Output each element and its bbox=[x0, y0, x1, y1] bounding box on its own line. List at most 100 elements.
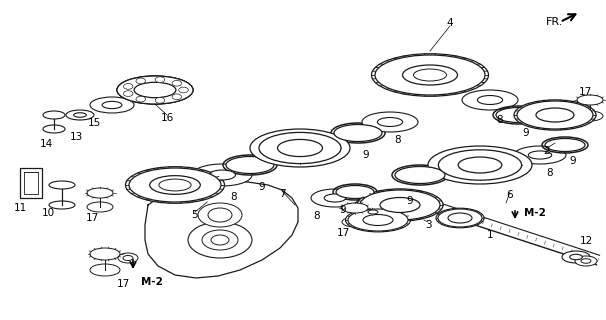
Ellipse shape bbox=[136, 96, 145, 102]
Ellipse shape bbox=[496, 108, 540, 123]
Text: 12: 12 bbox=[579, 236, 593, 246]
Ellipse shape bbox=[43, 125, 65, 133]
Text: 1: 1 bbox=[487, 230, 493, 240]
Ellipse shape bbox=[462, 90, 518, 110]
Ellipse shape bbox=[188, 222, 252, 258]
Ellipse shape bbox=[124, 84, 133, 89]
Ellipse shape bbox=[136, 83, 174, 97]
Ellipse shape bbox=[577, 95, 603, 105]
Ellipse shape bbox=[155, 77, 165, 83]
Ellipse shape bbox=[536, 108, 574, 122]
Ellipse shape bbox=[360, 190, 440, 220]
Ellipse shape bbox=[136, 78, 145, 84]
Ellipse shape bbox=[438, 209, 482, 227]
Ellipse shape bbox=[517, 101, 593, 129]
Ellipse shape bbox=[371, 54, 488, 96]
Ellipse shape bbox=[348, 209, 408, 231]
Ellipse shape bbox=[90, 264, 120, 276]
Text: 6: 6 bbox=[507, 190, 513, 200]
Ellipse shape bbox=[134, 82, 176, 98]
Bar bbox=[20, 168, 42, 198]
Ellipse shape bbox=[375, 55, 485, 95]
Text: 3: 3 bbox=[425, 220, 431, 230]
Text: 17: 17 bbox=[85, 213, 99, 223]
Text: 8: 8 bbox=[497, 115, 504, 125]
Text: 16: 16 bbox=[161, 113, 174, 123]
Ellipse shape bbox=[125, 167, 224, 203]
Ellipse shape bbox=[342, 217, 368, 227]
Ellipse shape bbox=[172, 94, 182, 100]
Ellipse shape bbox=[324, 194, 346, 202]
Ellipse shape bbox=[402, 65, 458, 85]
Bar bbox=[24, 172, 38, 194]
Text: 17: 17 bbox=[116, 279, 130, 289]
Ellipse shape bbox=[364, 208, 382, 216]
Ellipse shape bbox=[478, 95, 502, 105]
Text: 17: 17 bbox=[578, 87, 591, 97]
Ellipse shape bbox=[345, 208, 410, 232]
Ellipse shape bbox=[250, 129, 350, 167]
Text: 5: 5 bbox=[191, 210, 198, 220]
Ellipse shape bbox=[118, 253, 138, 263]
Ellipse shape bbox=[514, 100, 596, 130]
Ellipse shape bbox=[395, 166, 445, 183]
Ellipse shape bbox=[363, 214, 393, 226]
Text: M-2: M-2 bbox=[524, 208, 546, 218]
Text: 13: 13 bbox=[69, 132, 82, 142]
Ellipse shape bbox=[436, 208, 484, 228]
Ellipse shape bbox=[49, 181, 75, 189]
Ellipse shape bbox=[368, 210, 378, 214]
Text: 14: 14 bbox=[39, 139, 53, 149]
Ellipse shape bbox=[378, 117, 402, 126]
Ellipse shape bbox=[159, 179, 191, 191]
Ellipse shape bbox=[334, 124, 382, 141]
Ellipse shape bbox=[129, 168, 221, 202]
Ellipse shape bbox=[575, 256, 597, 266]
Ellipse shape bbox=[117, 76, 193, 104]
Ellipse shape bbox=[278, 140, 322, 156]
Ellipse shape bbox=[259, 132, 341, 164]
Ellipse shape bbox=[66, 110, 94, 120]
Ellipse shape bbox=[179, 87, 188, 93]
Ellipse shape bbox=[226, 156, 274, 173]
Ellipse shape bbox=[545, 139, 585, 151]
Ellipse shape bbox=[90, 248, 120, 260]
Text: 8: 8 bbox=[314, 211, 321, 221]
Text: 15: 15 bbox=[87, 118, 101, 128]
Ellipse shape bbox=[208, 170, 236, 180]
Ellipse shape bbox=[49, 201, 75, 209]
Text: 8: 8 bbox=[395, 135, 401, 145]
Ellipse shape bbox=[172, 80, 182, 86]
Ellipse shape bbox=[357, 189, 443, 221]
Ellipse shape bbox=[123, 255, 133, 260]
Ellipse shape bbox=[342, 203, 368, 213]
Text: 9: 9 bbox=[570, 156, 576, 166]
Text: 9: 9 bbox=[407, 196, 413, 206]
Text: 10: 10 bbox=[41, 208, 55, 218]
Text: M-2: M-2 bbox=[141, 277, 163, 287]
Ellipse shape bbox=[74, 113, 86, 117]
Text: 11: 11 bbox=[13, 203, 27, 213]
Ellipse shape bbox=[581, 259, 591, 263]
Ellipse shape bbox=[43, 111, 65, 119]
Ellipse shape bbox=[438, 150, 522, 180]
Text: 9: 9 bbox=[259, 182, 265, 192]
Ellipse shape bbox=[124, 91, 133, 96]
Text: 9: 9 bbox=[362, 150, 369, 160]
Ellipse shape bbox=[117, 76, 193, 104]
Text: 7: 7 bbox=[279, 189, 285, 199]
Ellipse shape bbox=[87, 202, 113, 212]
Ellipse shape bbox=[570, 254, 582, 260]
Text: 9: 9 bbox=[340, 205, 346, 215]
Text: 17: 17 bbox=[336, 228, 350, 238]
Text: 8: 8 bbox=[231, 192, 238, 202]
Ellipse shape bbox=[514, 146, 566, 164]
Ellipse shape bbox=[336, 186, 374, 198]
Ellipse shape bbox=[150, 176, 201, 194]
Ellipse shape bbox=[428, 146, 532, 184]
Ellipse shape bbox=[362, 112, 418, 132]
Text: 2: 2 bbox=[544, 146, 550, 156]
Ellipse shape bbox=[202, 230, 238, 250]
Ellipse shape bbox=[380, 197, 420, 212]
Text: FR.: FR. bbox=[547, 17, 564, 27]
